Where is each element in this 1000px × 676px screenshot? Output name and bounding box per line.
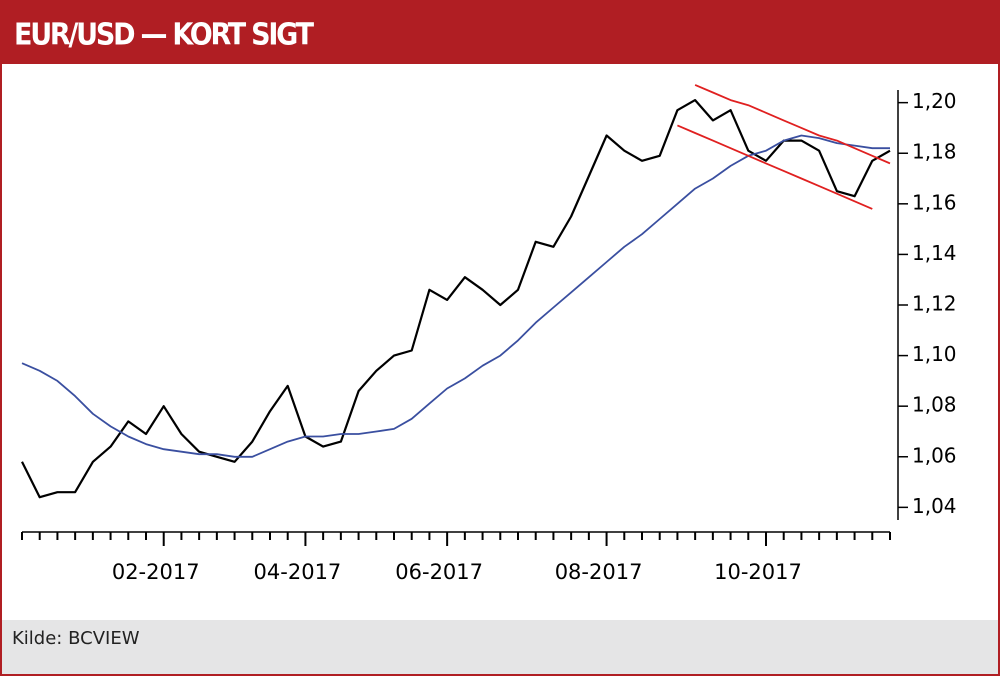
- x-tick-label: 04-2017: [254, 560, 342, 584]
- series-line: [21, 99, 891, 499]
- series-line: [694, 84, 891, 165]
- y-tick-label: 1,20: [912, 89, 957, 113]
- x-tick-label: 06-2017: [395, 560, 483, 584]
- y-tick-label: 1,06: [912, 443, 957, 467]
- chart-title: EUR/USD — KORT SIGT: [14, 18, 315, 53]
- y-tick-label: 1,08: [912, 393, 957, 417]
- y-tick-label: 1,16: [912, 190, 957, 214]
- y-tick-label: 1,12: [912, 292, 957, 316]
- footer-bar: [0, 620, 1000, 676]
- source-note: Kilde: BCVIEW: [12, 628, 140, 649]
- y-tick-label: 1,10: [912, 342, 957, 366]
- x-tick-label: 08-2017: [555, 560, 643, 584]
- series-line: [677, 124, 873, 210]
- header-bar: [0, 0, 1000, 64]
- x-tick-label: 02-2017: [112, 560, 200, 584]
- y-tick-label: 1,04: [912, 494, 957, 518]
- y-tick-label: 1,18: [912, 140, 957, 164]
- x-tick-label: 10-2017: [714, 560, 802, 584]
- series-line: [21, 134, 890, 458]
- y-tick-label: 1,14: [912, 241, 957, 265]
- plot-area: 1,04 1,06 1,08 1,10 1,12 1,14 1,16 1,18 1,20 02-2…: [21, 84, 957, 584]
